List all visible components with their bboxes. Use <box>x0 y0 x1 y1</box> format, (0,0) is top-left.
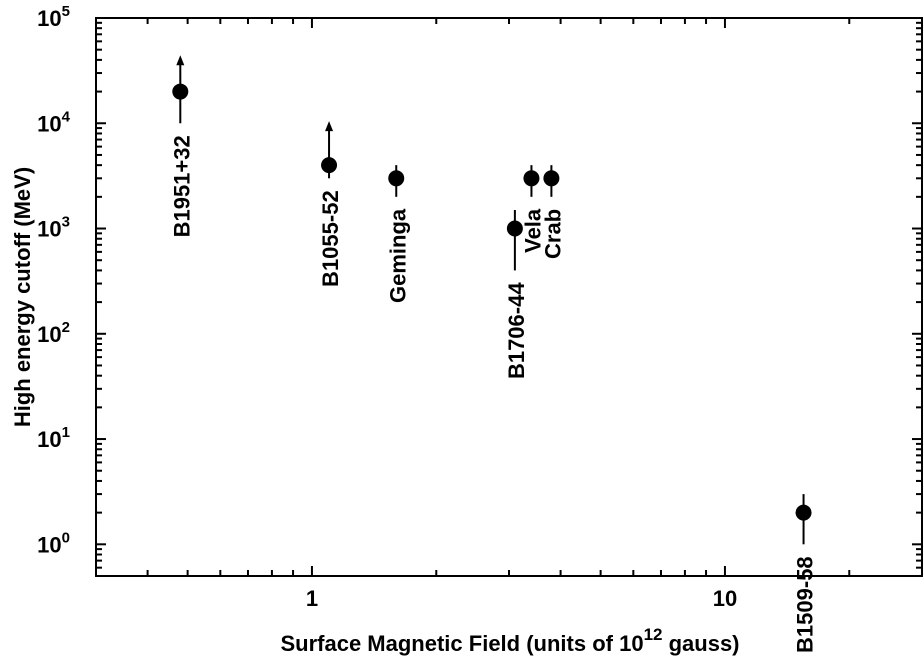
point-label: B1951+32 <box>169 135 194 237</box>
data-marker <box>321 157 338 174</box>
y-tick-label: 101 <box>37 424 70 452</box>
data-point-vela: Vela <box>520 165 545 253</box>
data-point-b1706-44: B1706-44 <box>504 209 529 379</box>
x-axis-label-exponent: 12 <box>644 625 663 644</box>
data-marker <box>543 170 560 187</box>
data-point-b1509-58: B1509-58 <box>793 494 818 653</box>
data-point-geminga: Geminga <box>385 165 410 303</box>
data-marker <box>506 220 523 237</box>
y-tick-label: 100 <box>37 529 70 557</box>
x-tick-label: 1 <box>306 586 318 611</box>
lower-limit-arrow <box>325 121 334 132</box>
point-label: Crab <box>540 209 565 259</box>
point-label: Vela <box>520 208 545 253</box>
y-axis-label: High energy cutoff (MeV) <box>10 167 35 427</box>
data-marker <box>172 83 189 100</box>
point-label: B1509-58 <box>793 556 818 653</box>
point-label: B1055-52 <box>318 190 343 287</box>
y-tick-label: 103 <box>37 214 70 242</box>
y-tick-label: 102 <box>37 319 70 347</box>
data-point-crab: Crab <box>540 165 565 259</box>
y-tick-label: 105 <box>37 3 70 31</box>
point-label: Geminga <box>385 208 410 303</box>
data-marker <box>523 170 540 187</box>
lower-limit-arrow <box>176 55 185 66</box>
data-point-b1055-52: B1055-52 <box>318 121 343 287</box>
data-point-b1951-32: B1951+32 <box>169 55 194 237</box>
data-marker <box>795 504 812 521</box>
axes-group: 1 10 100 101 102 103 104 105 <box>37 3 923 611</box>
x-axis-label: Surface Magnetic Field (units of 1012 ga… <box>280 625 739 656</box>
x-tick-label: 10 <box>713 586 737 611</box>
data-marker <box>388 170 405 187</box>
point-label: B1706-44 <box>504 282 529 379</box>
y-tick-label: 104 <box>37 108 70 136</box>
